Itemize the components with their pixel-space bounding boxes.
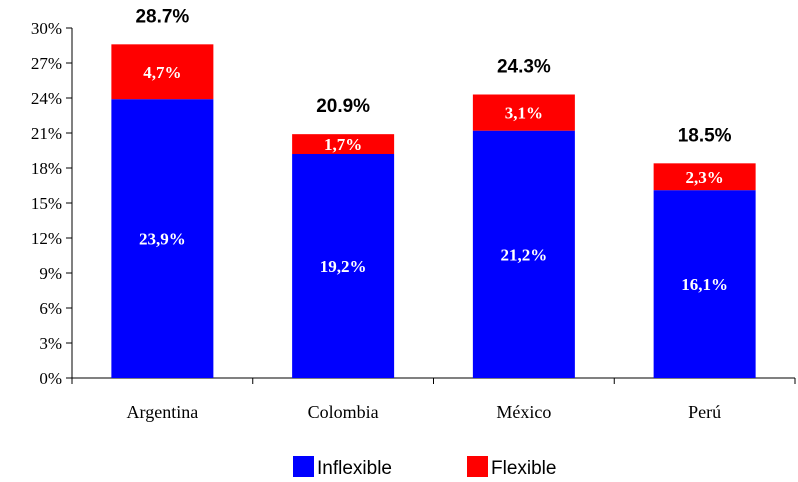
y-tick-label: 21% [31, 124, 62, 143]
y-tick-label: 18% [31, 159, 62, 178]
x-category-label: Argentina [127, 402, 199, 422]
y-tick-label: 12% [31, 229, 62, 248]
y-tick-label: 24% [31, 89, 62, 108]
bar-flexible [292, 134, 395, 154]
y-tick-label: 3% [39, 334, 62, 353]
segment-value-label: 2,3% [686, 168, 724, 187]
legend-label-flexible: Flexible [491, 458, 556, 479]
x-category-label: México [496, 402, 551, 422]
bars [111, 44, 756, 379]
segment-value-label: 16,1% [681, 275, 728, 294]
legend-swatch-inflexible [293, 456, 314, 477]
segment-value-label: 21,2% [501, 245, 548, 264]
legend-label-inflexible: Inflexible [317, 458, 392, 479]
bar-flexible [111, 44, 214, 100]
y-tick-label: 27% [31, 54, 62, 73]
y-tick-label: 15% [31, 194, 62, 213]
y-tick-label: 9% [39, 264, 62, 283]
segment-value-label: 3,1% [505, 104, 543, 123]
bar-flexible [653, 163, 756, 191]
segment-value-label: 23,9% [139, 230, 186, 249]
y-tick-label: 0% [39, 369, 62, 388]
bar-flexible [472, 94, 575, 131]
total-value-label: 18.5% [678, 125, 732, 146]
x-category-label: Perú [688, 402, 721, 422]
total-value-label: 24.3% [497, 57, 551, 78]
segment-value-label: 4,7% [143, 63, 181, 82]
segment-value-label: 19,2% [320, 257, 367, 276]
bar-inflexible [111, 99, 214, 379]
data-labels: 23,9% 4,7% 28.7% 19,2% 1,7% 20.9% 21,2% 3,1% 24.… [135, 6, 731, 294]
y-tick-label: 30% [31, 19, 62, 38]
legend-swatch-flexible [467, 456, 488, 477]
total-value-label: 20.9% [316, 96, 370, 117]
legend: Inflexible Flexible [293, 456, 556, 479]
axes: 0% 3% 6% 9% 12% 15% 18% 21% 24% 27% 30% Argentina Co… [31, 19, 796, 422]
bar-inflexible [472, 130, 575, 378]
y-tick-label: 6% [39, 299, 62, 318]
bar-inflexible [292, 154, 395, 378]
bar-inflexible [653, 190, 756, 378]
total-value-label: 28.7% [135, 6, 189, 27]
segment-value-label: 1,7% [324, 135, 362, 154]
x-category-label: Colombia [308, 402, 379, 422]
